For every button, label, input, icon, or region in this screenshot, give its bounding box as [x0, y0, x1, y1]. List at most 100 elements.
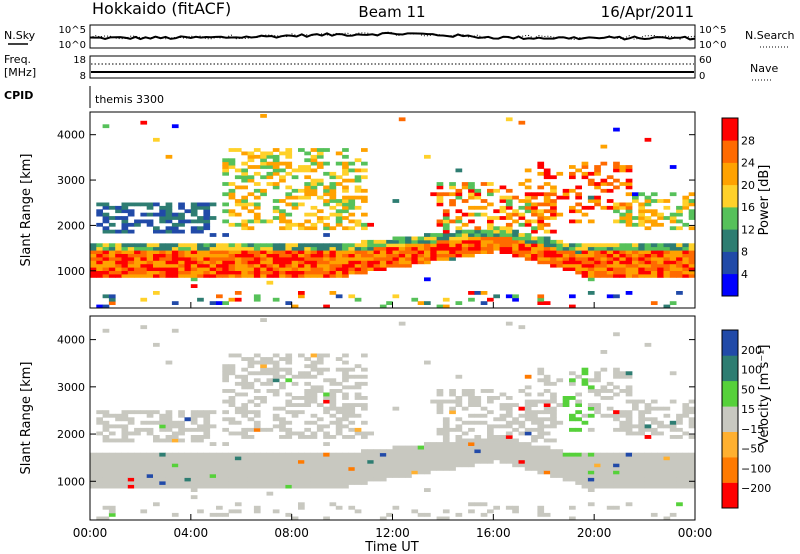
power-cell — [442, 246, 450, 251]
velocity-cell — [505, 505, 513, 510]
power-cell — [505, 216, 513, 220]
velocity-cell — [650, 477, 658, 482]
velocity-cell — [342, 459, 349, 464]
velocity-cell — [197, 477, 204, 482]
power-cell — [178, 270, 185, 275]
velocity-cell — [241, 474, 248, 478]
velocity-cell — [115, 424, 122, 429]
velocity-cell — [644, 463, 652, 468]
velocity-cell — [405, 474, 412, 478]
power-cell — [663, 257, 671, 261]
velocity-cell — [140, 410, 148, 415]
power-cell — [253, 267, 261, 271]
power-cell — [108, 246, 116, 251]
velocity-cell — [228, 463, 236, 468]
power-cell — [234, 246, 242, 251]
power-cell — [127, 202, 135, 207]
power-cell — [153, 253, 160, 258]
velocity-cell — [90, 474, 97, 478]
velocity-cell — [342, 481, 349, 485]
velocity-cell — [405, 459, 412, 464]
power-cell — [405, 257, 412, 261]
velocity-cell — [342, 353, 349, 358]
velocity-cell — [676, 452, 683, 457]
velocity-cell — [537, 509, 545, 514]
power-cell — [405, 236, 412, 241]
velocity-colorbar-tick: −50 — [741, 443, 764, 456]
power-cell — [581, 165, 589, 169]
velocity-colorbar-segment — [722, 406, 738, 432]
velocity-cell — [562, 403, 570, 407]
velocity-cell — [342, 417, 349, 422]
velocity-cell — [474, 442, 482, 446]
velocity-cell — [625, 410, 633, 415]
velocity-cell — [304, 481, 311, 485]
power-cell — [537, 185, 545, 190]
power-cell — [512, 246, 519, 251]
power-cell — [562, 250, 570, 254]
velocity-cell — [153, 459, 160, 464]
power-cell — [266, 219, 274, 224]
power-cell — [461, 236, 469, 241]
power-cell — [531, 219, 538, 224]
power-cell — [531, 212, 538, 217]
velocity-cell — [190, 452, 198, 457]
power-cell — [411, 260, 419, 265]
power-cell — [632, 257, 639, 261]
power-cell — [537, 212, 545, 217]
power-cell — [316, 260, 324, 265]
power-cell — [178, 216, 185, 220]
velocity-cell — [505, 456, 513, 461]
power-cell — [632, 253, 639, 258]
velocity-cell — [146, 459, 154, 464]
velocity-cell — [159, 474, 166, 478]
velocity-cell — [688, 477, 696, 482]
velocity-cell — [279, 470, 286, 475]
power-cell — [663, 304, 671, 309]
power-cell — [430, 239, 437, 244]
velocity-cell — [190, 481, 198, 485]
power-cell — [222, 192, 229, 197]
velocity-cell — [171, 452, 179, 457]
velocity-cell — [569, 456, 576, 461]
power-cell — [650, 274, 658, 278]
power-cell — [581, 270, 589, 275]
power-cell — [323, 257, 330, 261]
power-colorbar-segment — [722, 207, 738, 230]
power-cell — [600, 274, 608, 278]
power-colorbar-label: Power [dB] — [757, 165, 772, 236]
velocity-cell — [531, 466, 538, 471]
power-cell — [625, 192, 633, 197]
power-cell — [272, 158, 280, 163]
velocity-cell — [335, 470, 343, 475]
power-cell — [241, 267, 248, 271]
power-cell — [266, 171, 274, 176]
velocity-cell — [625, 413, 633, 418]
velocity-cell — [619, 427, 627, 432]
power-cell — [102, 205, 110, 210]
power-cell — [474, 188, 482, 193]
velocity-cell — [644, 342, 652, 347]
velocity-cell — [600, 396, 608, 400]
velocity-cell — [323, 459, 330, 464]
velocity-cell — [153, 470, 160, 475]
power-cell — [606, 270, 614, 275]
velocity-cell — [266, 367, 274, 372]
power-cell — [146, 205, 154, 210]
power-cell — [575, 246, 582, 251]
velocity-cell — [298, 484, 305, 489]
power-cell — [606, 199, 614, 203]
power-cell — [455, 209, 463, 214]
velocity-cell — [531, 417, 538, 422]
velocity-cell — [304, 396, 311, 400]
power-cell — [505, 212, 513, 217]
power-cell — [190, 209, 198, 214]
velocity-cell — [203, 477, 211, 482]
velocity-cell — [96, 484, 103, 489]
velocity-cell — [688, 420, 696, 425]
velocity-cell — [197, 474, 204, 478]
power-cell — [550, 209, 557, 214]
power-cell — [190, 226, 198, 231]
power-cell — [134, 246, 141, 251]
power-cell — [316, 270, 324, 275]
